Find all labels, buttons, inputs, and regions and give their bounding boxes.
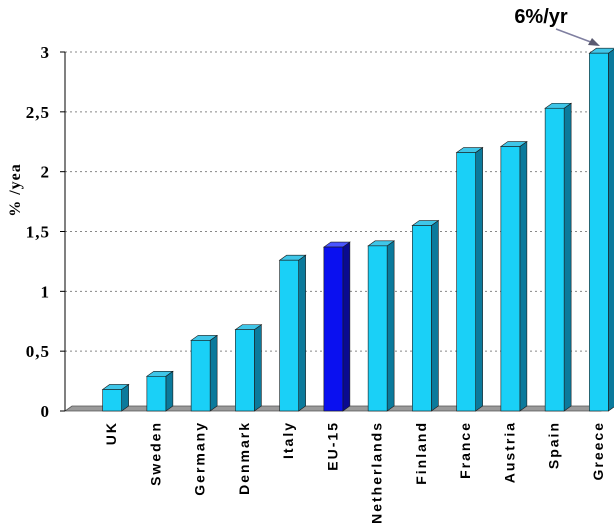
bar-austria [499,140,528,412]
bar-side [165,370,174,412]
bar-side [209,334,218,412]
bar-side [563,102,572,412]
y-tick-label: 0 [41,402,51,421]
bar-side [475,146,483,412]
bar-side [386,240,395,412]
bar-front [190,340,211,412]
bar-front [367,245,388,412]
y-tick-label: 2 [41,163,51,182]
bar-greece [588,47,614,412]
bar-sweden [145,370,174,412]
bar-front [589,52,609,412]
y-axis-label: % /yea [7,163,24,217]
x-tick-label: Greece [590,421,606,480]
bar-eu-15 [322,241,351,412]
bar-front [146,375,167,412]
y-axis: 0 0,5 1 1,5 2 2,5 3 [26,43,66,421]
bar-denmark [234,324,263,412]
annotation-arrow-line [555,28,597,45]
bar-front [412,225,432,412]
x-tick-label: Germany [192,421,208,496]
x-tick-label: Netherlands [369,421,385,524]
x-tick-label: UK [103,421,119,445]
y-tick-label: 2,5 [26,103,50,122]
x-tick-label: France [457,421,473,479]
x-tick-label: Finland [413,421,429,485]
bar-side [431,219,439,412]
bar-front [544,107,565,412]
bars [101,47,614,412]
bar-uk [101,383,130,412]
y-tick-label: 0,5 [26,342,50,361]
bar-front [323,246,344,412]
y-tick-label: 1 [41,282,51,301]
bar-side [254,324,262,412]
bar-side [298,254,306,412]
bar-front [456,152,476,412]
bar-side [342,241,351,412]
x-tick-label: Spain [546,421,562,469]
x-tick-label: Austria [501,421,517,483]
bar-front [279,259,299,412]
x-tick-label: Italy [280,421,296,459]
bar-spain [544,102,573,412]
bar-side [608,48,614,412]
bar-front [235,329,255,412]
bar-finland [411,219,440,412]
annotation-arrow-head [588,38,600,46]
x-tick-label: Denmark [236,421,252,495]
bar-italy [278,254,307,412]
annotation: 6%/yr [514,6,600,46]
y-tick-label: 1,5 [26,223,50,242]
bar-side [519,140,528,412]
bar-france [455,146,484,412]
bar-front [102,389,122,412]
x-axis-tick-labels: UK Sweden Germany Denmark Italy EU-15 Netherla… [103,421,606,524]
x-tick-label: EU-15 [324,421,340,471]
x-tick-label: Sweden [147,421,163,486]
bar-germany [190,334,219,412]
y-tick-label: 3 [41,43,51,62]
bar-front [500,146,521,412]
bar-netherlands [367,240,396,412]
annotation-label: 6%/yr [514,6,568,28]
